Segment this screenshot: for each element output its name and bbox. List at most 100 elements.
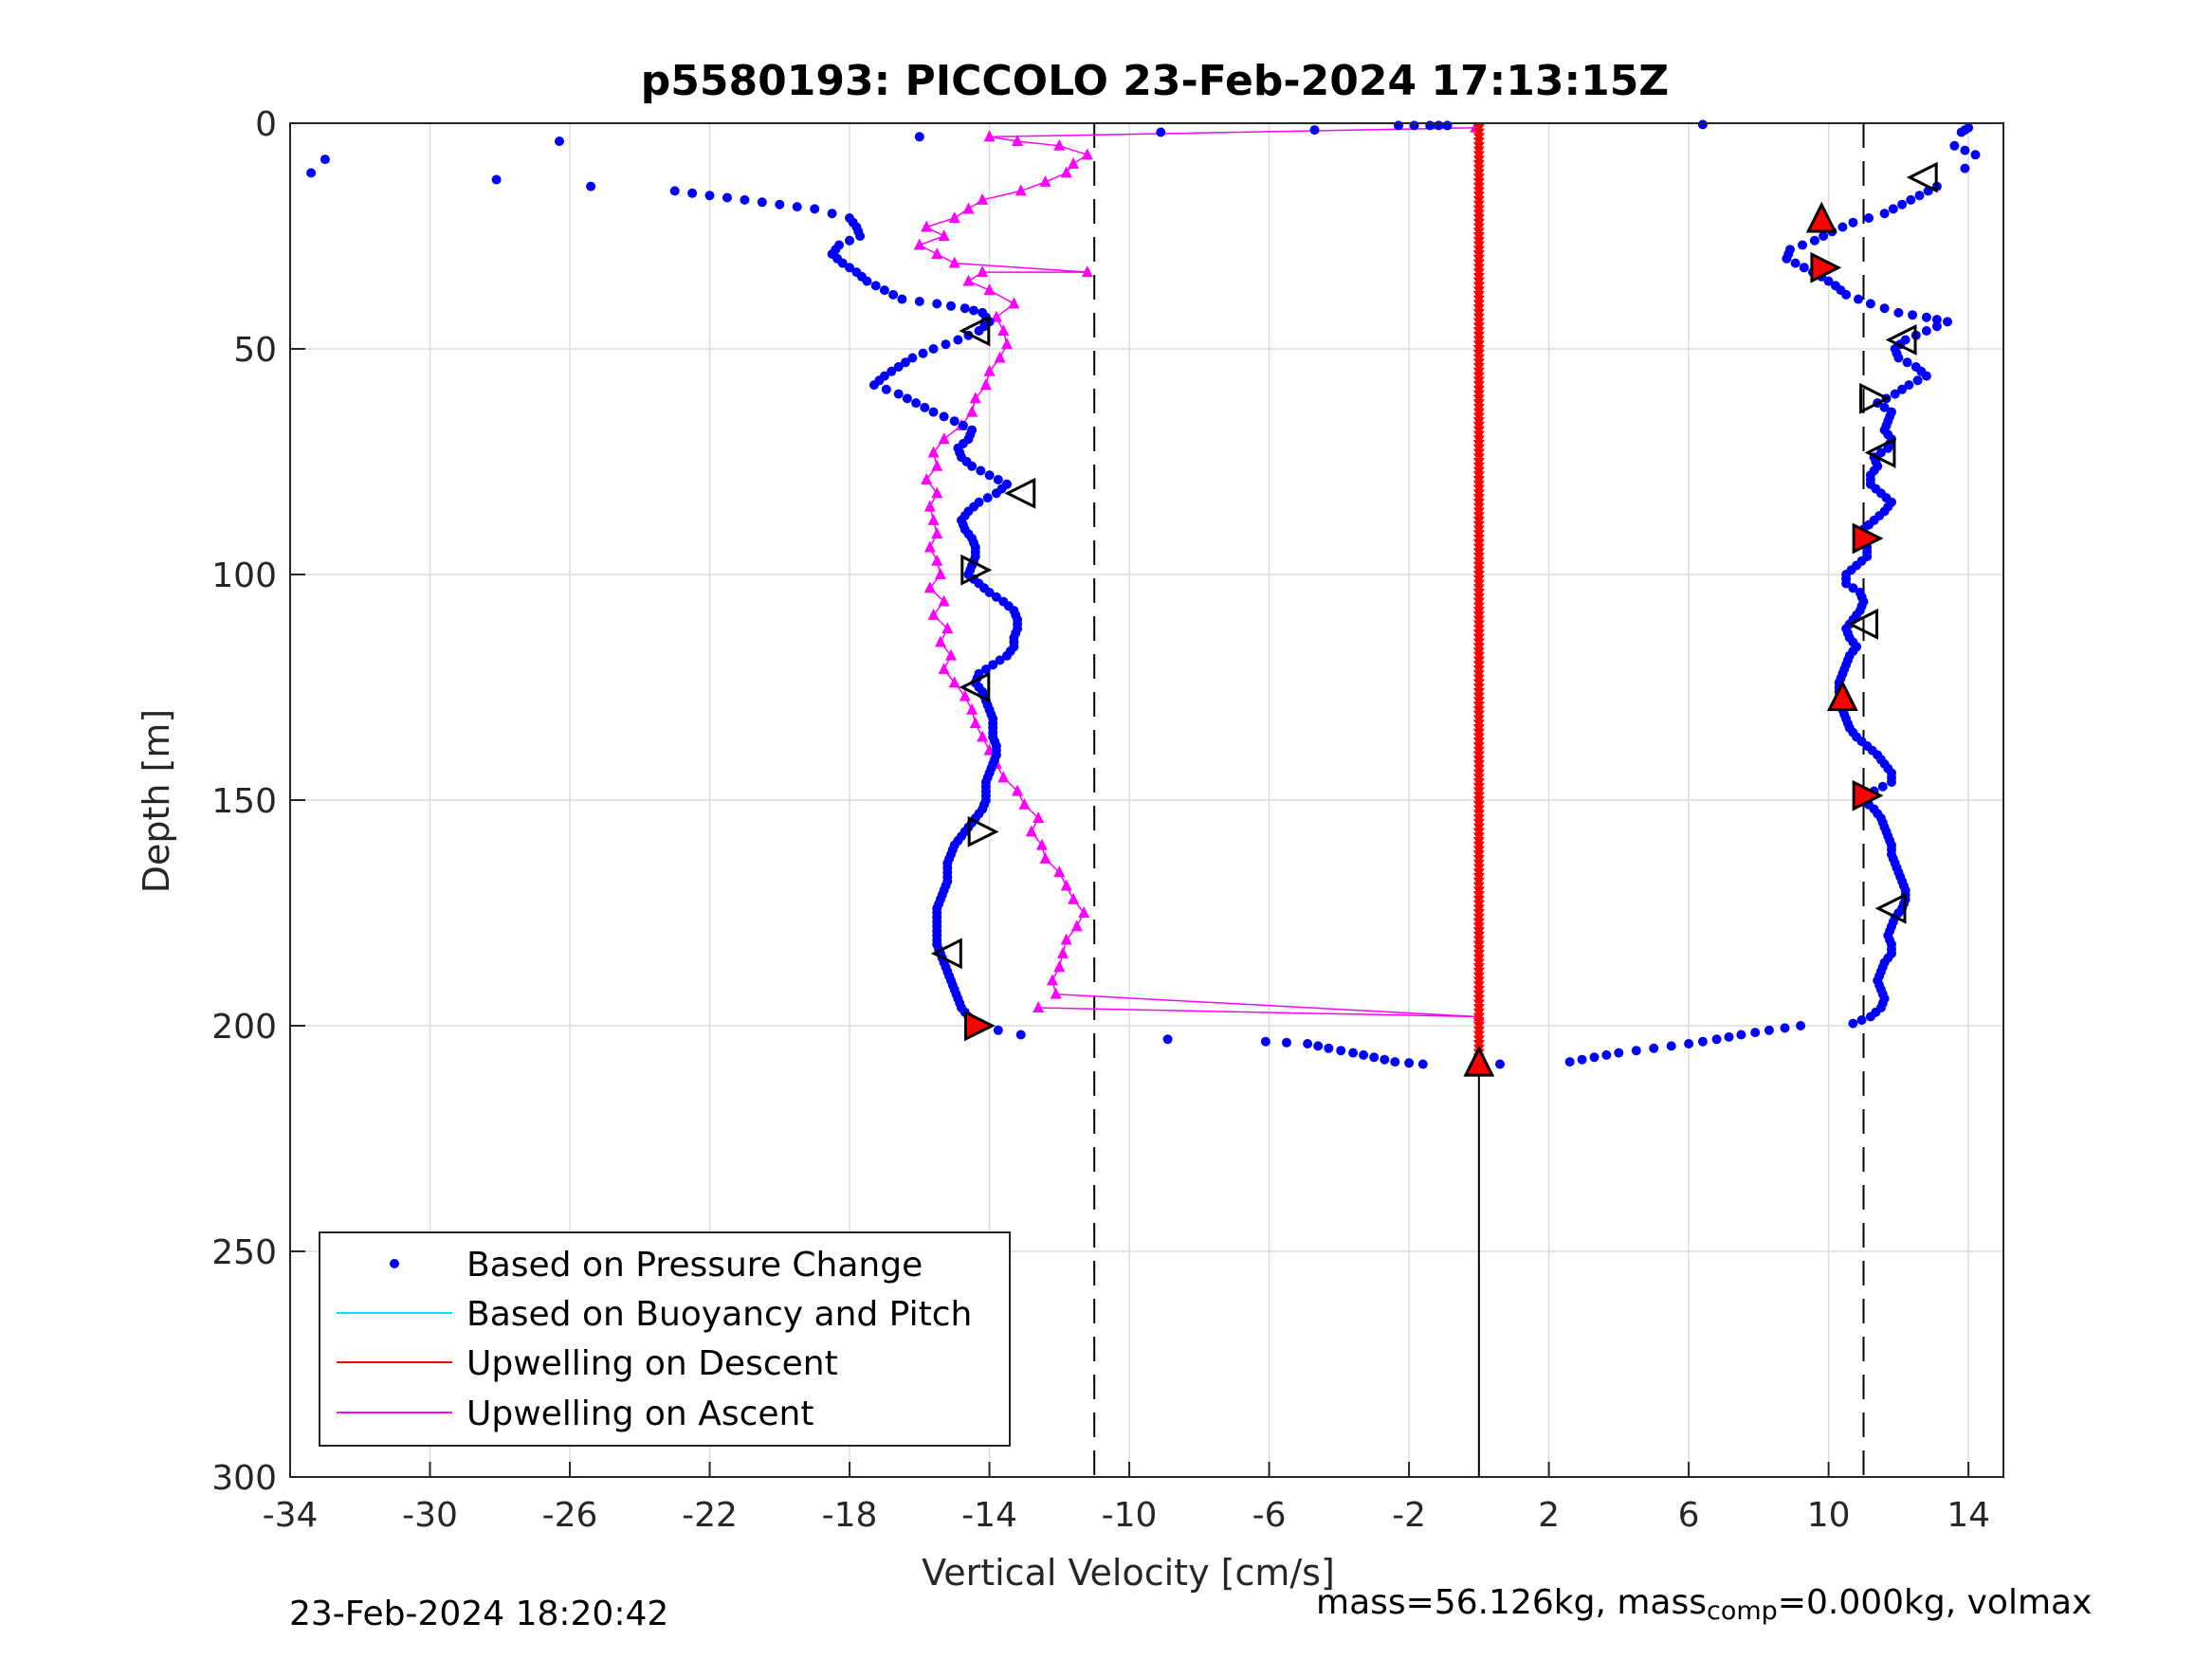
x-tick-label: -26 xyxy=(542,1496,598,1535)
dive-marker-triangle xyxy=(959,315,991,347)
x-tick-label: -18 xyxy=(822,1496,878,1535)
pressure-point xyxy=(1964,122,1974,133)
x-tick-label: -22 xyxy=(682,1496,738,1535)
ascent-upwelling-point xyxy=(997,323,1010,336)
y-tick-label: 50 xyxy=(233,331,277,370)
y-tick-label: 100 xyxy=(211,556,277,595)
pressure-point xyxy=(887,366,897,376)
ascent-upwelling-point xyxy=(927,446,940,458)
pressure-point xyxy=(1324,1043,1334,1053)
pressure-point xyxy=(897,294,907,304)
ascent-upwelling-point xyxy=(983,130,996,142)
pressure-point xyxy=(669,186,680,196)
pressure-point xyxy=(1589,1052,1600,1063)
pressure-point xyxy=(1848,1018,1858,1029)
y-tick-label: 200 xyxy=(211,1008,277,1047)
dive-marker-triangle xyxy=(967,815,999,848)
ascent-upwelling-point xyxy=(1070,920,1083,932)
pressure-point xyxy=(1697,119,1708,130)
ascent-upwelling-point xyxy=(997,771,1010,783)
ascent-upwelling-point xyxy=(1039,174,1051,187)
pressure-point xyxy=(1910,362,1921,372)
x-tick-label: 14 xyxy=(1947,1496,1990,1535)
pressure-point xyxy=(862,276,872,286)
pressure-point xyxy=(974,326,984,336)
ascent-upwelling-point xyxy=(931,527,943,539)
pressure-point xyxy=(982,493,993,503)
pressure-point xyxy=(1831,281,1840,291)
dive-marker-triangle xyxy=(959,671,991,703)
ascent-upwelling-point xyxy=(1025,825,1037,837)
pressure-point xyxy=(306,168,317,178)
pressure-point xyxy=(993,1025,1003,1035)
ascent-upwelling-point xyxy=(1012,784,1024,796)
pressure-point xyxy=(1855,588,1865,597)
pressure-point xyxy=(1799,263,1809,273)
pressure-point xyxy=(928,407,939,417)
pressure-point xyxy=(939,411,949,422)
pressure-point xyxy=(740,194,750,205)
pressure-point xyxy=(893,389,904,399)
dive-marker-triangle xyxy=(1859,382,1891,414)
pressure-point xyxy=(1837,222,1848,232)
dive-marker-triangle xyxy=(1463,1045,1495,1077)
ascent-upwelling-point xyxy=(1012,135,1024,147)
ascent-upwelling-point xyxy=(1053,866,1066,878)
ascent-upwelling-point xyxy=(941,622,954,634)
ascent-upwelling-point xyxy=(979,378,992,391)
pressure-point xyxy=(1960,145,1970,155)
x-axis-ticks: -34 -30 -26 -22 -18 -14 -10 -6 -2 2 6 10 14 xyxy=(263,1462,1990,1535)
x-tick-label: -34 xyxy=(263,1496,319,1535)
pressure-point xyxy=(1666,1041,1676,1051)
ascent-upwelling-point xyxy=(1050,987,1062,999)
ascent-upwelling-point xyxy=(1056,946,1069,958)
ascent-upwelling-point xyxy=(959,689,971,702)
pressure-point xyxy=(1877,781,1888,792)
pressure-point xyxy=(1409,120,1419,131)
ascent-upwelling-point xyxy=(948,256,960,268)
pressure-point xyxy=(1865,299,1875,309)
ascent-upwelling-point xyxy=(1053,138,1066,151)
ascent-upwelling-point xyxy=(938,432,950,445)
ascent-upwelling-point xyxy=(1081,265,1093,278)
ascent-upwelling-point xyxy=(983,283,996,296)
dive-marker-triangle xyxy=(1864,437,1896,468)
dive-markers xyxy=(930,161,1938,1077)
dive-marker-triangle xyxy=(1805,201,1837,233)
pressure-point xyxy=(792,202,802,212)
mass-text: mass=56.126kg, mass xyxy=(1316,1583,1707,1622)
pressure-point xyxy=(1790,258,1801,268)
ascent-upwelling-point xyxy=(1078,906,1090,918)
pressure-point xyxy=(1015,1030,1026,1040)
dive-marker-triangle xyxy=(1810,251,1842,283)
pressure-point xyxy=(704,191,715,201)
pressure-point xyxy=(1614,1048,1624,1058)
pressure-point xyxy=(1864,213,1874,223)
pressure-point xyxy=(1442,120,1453,131)
legend-box xyxy=(319,1231,1011,1447)
legend-swatch-pressure xyxy=(390,1259,399,1268)
pressure-point xyxy=(1736,1030,1746,1040)
ascent-upwelling-point xyxy=(934,568,946,579)
pressure-point xyxy=(991,592,1001,602)
ascent-upwelling-point xyxy=(1068,156,1080,169)
pressure-point xyxy=(1888,204,1898,214)
pressure-point xyxy=(1890,389,1900,399)
dive-marker-triangle xyxy=(960,554,993,586)
pressure-point xyxy=(1921,312,1931,322)
ascent-upwelling-point xyxy=(923,581,936,593)
pressure-point xyxy=(1908,310,1918,320)
pressure-point xyxy=(1848,583,1858,593)
pressure-point xyxy=(1949,140,1960,151)
pressure-point xyxy=(1906,194,1916,205)
pressure-point xyxy=(586,181,596,191)
pressure-point xyxy=(958,420,968,430)
dive-marker-triangle xyxy=(1826,680,1858,712)
pressure-point xyxy=(1785,245,1795,255)
pressure-point xyxy=(988,660,998,670)
ascent-upwelling-point xyxy=(948,210,960,223)
ascent-upwelling-point xyxy=(1015,184,1027,196)
pressure-point xyxy=(1848,217,1858,228)
mass-subscript: comp xyxy=(1707,1596,1778,1626)
ascent-upwelling-point xyxy=(962,274,975,286)
